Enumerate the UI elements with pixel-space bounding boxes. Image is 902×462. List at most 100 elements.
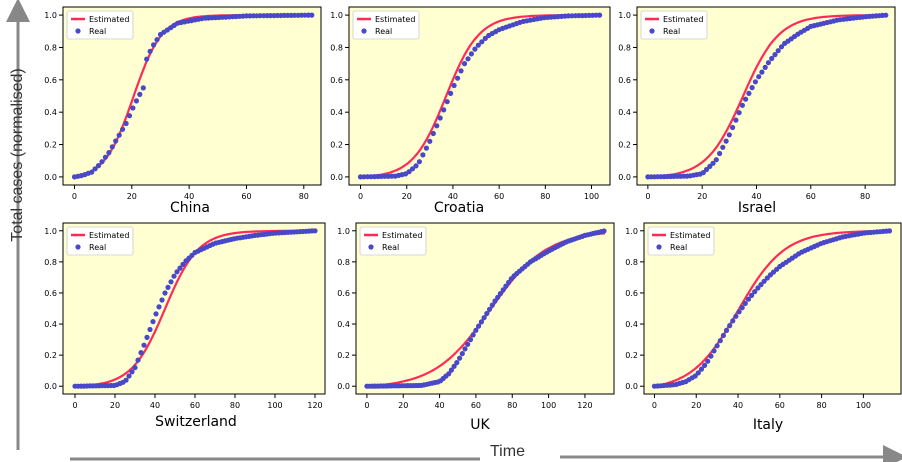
data-point-real	[99, 159, 105, 165]
x-tick-label: 60	[241, 192, 251, 201]
y-tick-label: 1.0	[337, 227, 350, 236]
x-tick-label: 0	[652, 401, 657, 410]
x-tick-label: 40	[733, 401, 743, 410]
data-point-real	[758, 282, 764, 288]
data-point-real	[467, 337, 474, 343]
chart-title: UK	[470, 417, 490, 433]
x-tick-label: 120	[577, 401, 592, 410]
legend-label-real: Real	[382, 243, 399, 252]
data-point-real	[775, 48, 781, 54]
data-point-real	[455, 75, 461, 81]
data-point-real	[140, 85, 146, 91]
data-point-real	[489, 302, 495, 308]
data-point-real	[762, 64, 768, 70]
y-tick-label: 0.4	[44, 320, 57, 329]
data-point-real	[437, 115, 443, 121]
data-point-real	[742, 300, 748, 306]
data-point-real	[434, 123, 440, 129]
data-point-real	[597, 12, 603, 18]
data-point-real	[162, 290, 168, 296]
data-point-real	[700, 170, 706, 176]
data-point-real	[458, 68, 464, 74]
x-tick-label: 60	[494, 192, 504, 201]
data-point-real	[147, 326, 153, 333]
data-point-real	[174, 269, 180, 275]
y-tick-label: 1.0	[618, 11, 631, 20]
legend-marker-real	[368, 244, 374, 250]
legend-marker-real	[649, 28, 655, 34]
data-point-real	[778, 44, 785, 50]
y-axis-title: Total cases (normalised)	[9, 68, 26, 242]
data-point-real	[472, 46, 478, 52]
data-point-real	[723, 138, 729, 144]
y-tick-label: 0.2	[625, 351, 638, 360]
series-line-estimated	[647, 14, 887, 178]
chart-title: Croatia	[434, 200, 484, 216]
data-point-real	[702, 362, 708, 368]
data-point-real	[462, 346, 468, 352]
data-point-real	[492, 298, 498, 304]
y-tick-label: 0.2	[44, 351, 57, 360]
data-point-real	[451, 82, 457, 89]
data-point-real	[720, 332, 727, 339]
data-point-real	[126, 113, 133, 119]
y-tick-label: 0.2	[618, 141, 631, 150]
y-tick-label: 0.0	[618, 173, 631, 182]
legend-marker-real	[361, 28, 367, 34]
x-tick-label: 40	[448, 192, 458, 201]
data-point-real	[506, 279, 512, 285]
data-point-real	[132, 365, 138, 371]
y-tick-label: 0.8	[337, 258, 350, 267]
data-point-real	[883, 12, 889, 18]
data-point-real	[727, 323, 733, 329]
x-tick-label: 80	[860, 192, 870, 201]
data-point-real	[106, 150, 112, 156]
data-point-real	[711, 348, 717, 354]
data-point-real	[705, 358, 711, 364]
legend-label-real: Real	[375, 27, 392, 36]
data-point-real	[710, 160, 716, 166]
chart-title: Switzerland	[155, 414, 237, 430]
y-tick-label: 0.4	[337, 320, 350, 329]
data-point-real	[482, 35, 488, 42]
data-point-real	[765, 60, 772, 66]
data-point-real	[92, 166, 98, 172]
x-tick-label: 40	[751, 192, 761, 201]
chart-title: Israel	[738, 200, 776, 216]
data-point-real	[503, 283, 509, 289]
y-tick-label: 0.6	[625, 289, 638, 298]
y-tick-label: 0.0	[44, 382, 57, 391]
x-tick-label: 80	[507, 401, 517, 410]
data-point-real	[120, 126, 126, 132]
y-tick-label: 0.6	[337, 289, 350, 298]
data-point-real	[476, 323, 482, 329]
data-point-real	[123, 377, 129, 383]
data-point-real	[427, 138, 433, 144]
x-tick-label: 60	[190, 401, 200, 410]
data-point-real	[409, 166, 416, 172]
data-point-real	[153, 311, 159, 317]
data-point-real	[135, 357, 141, 363]
y-tick-label: 0.6	[44, 76, 57, 85]
data-point-real	[457, 355, 463, 361]
chart-panel: 0 20 40 60 80 100 0.0 0.2 0.4 0.6 0.8 1.0 Estimated R…	[330, 6, 611, 216]
legend-label-estimated: Estimated	[89, 15, 129, 24]
y-tick-label: 0.0	[625, 382, 638, 391]
data-point-real	[165, 284, 171, 290]
data-point-real	[451, 363, 457, 369]
x-tick-label: 20	[697, 192, 707, 201]
y-tick-label: 0.6	[330, 76, 343, 85]
data-point-real	[126, 373, 132, 379]
x-tick-label: 60	[471, 401, 481, 410]
data-point-real	[147, 48, 153, 54]
data-point-real	[461, 61, 468, 67]
chart-panel: 0 20 40 60 80 100 0.0 0.2 0.4 0.6 0.8 1.0 Estimated R…	[625, 222, 902, 433]
y-tick-label: 1.0	[625, 227, 638, 236]
data-point-real	[749, 85, 755, 91]
data-point-real	[468, 51, 474, 57]
x-tick-label: 0	[645, 192, 650, 201]
series-line-estimated	[654, 229, 891, 388]
legend-label-estimated: Estimated	[670, 231, 710, 240]
x-tick-label: 100	[267, 401, 282, 410]
y-tick-label: 0.4	[625, 320, 638, 329]
